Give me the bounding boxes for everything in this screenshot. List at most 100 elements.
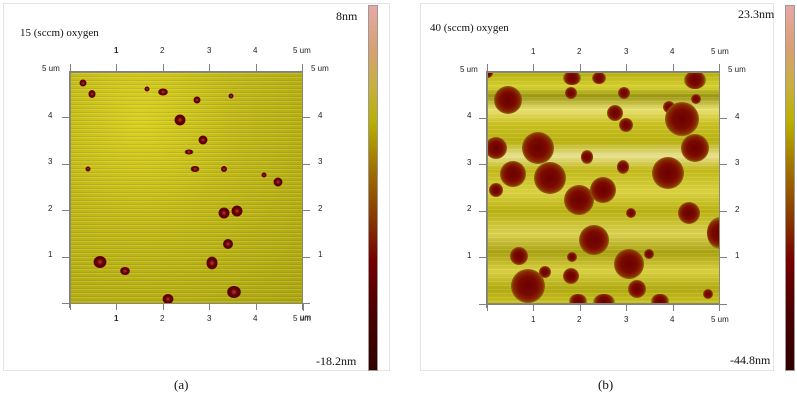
panel-a-bottom-tick-1: 1 [114,314,119,323]
panel-a-colorbar [368,5,378,371]
panel-b-bottom-tick-3: 3 [624,315,629,324]
surface-pit [707,217,719,249]
surface-pit [500,161,526,187]
panel-b-title: 40 (sccm) oxygen [430,22,509,34]
panel-b-left-tickmark [479,257,486,258]
panel-b-bottom-tickmark [533,304,534,311]
surface-pit [567,252,577,262]
surface-pit [703,289,713,299]
surface-pit [579,225,609,255]
panel-b-bottom-axis [479,304,727,305]
surface-pit [564,185,594,215]
panel-b-bottom-tick-2: 2 [577,315,582,324]
surface-pit [652,157,684,189]
panel-a-left-tick-1: 1 [48,250,53,259]
panel-a-right-tickmark [303,257,310,258]
panel-b-bottom-tickmark [626,304,627,311]
panel-a-top-axis [70,71,303,72]
panel-a-left-tickmark [62,210,69,211]
panel-a-right-vtick [303,303,304,311]
panel-a-right-tick-3: 3 [318,157,323,166]
panel-a-left-tickmark [62,257,69,258]
surface-pit [193,96,201,104]
panel-a-bottom-tickmark [302,303,303,310]
panel-b-top-tick-3: 3 [624,47,629,56]
surface-pit [539,266,551,278]
panel-b-left-tick-4: 4 [467,111,472,120]
surface-pit [619,118,633,132]
surface-pit [684,73,706,89]
surface-pit [218,207,230,219]
surface-pit [227,286,241,298]
panel-b-afm-image [487,72,720,304]
panel-b-top-tickmark [533,64,534,71]
surface-pit [120,267,130,275]
panel-b-top-tickmark [626,64,627,71]
panel-b-right-tick-1: 1 [735,251,740,260]
surface-pit [644,249,654,259]
panel-b-right-tick-5: 5 um [728,65,746,74]
panel-a-top-tickmark [209,64,210,71]
panel-b-caption: (b) [598,377,614,392]
panel-b-top-tick-5: 5 um [711,47,729,56]
panel-b-left-tickmark [479,211,486,212]
panel-b-right-tick-4: 4 [735,112,740,121]
panel-b-scale-min: -44.8nm [730,353,771,367]
surface-pit [88,90,96,98]
panel-a-left-tickmark [62,117,69,118]
panel-b-right-tickmark [720,211,727,212]
surface-pit [85,166,91,172]
surface-pit [79,79,87,87]
panel-a-top-tickmark [256,64,257,71]
surface-pit [488,73,493,78]
panel-b-left-tickmark [479,118,486,119]
panel-a-top-tick-1: 1 [114,46,119,55]
surface-pit [628,280,646,298]
surface-pit [223,239,233,249]
panel-b-left-axis [486,71,487,308]
panel-a-left-axis [69,71,70,308]
surface-pit [273,177,283,187]
panel-a-left-tick-3: 3 [48,157,53,166]
surface-pit [184,149,194,155]
panel-b-bottom-tickmark [580,304,581,311]
surface-pit [510,247,528,265]
surface-pit [158,88,168,96]
panel-b-right-tickmark [720,118,727,119]
panel-a-top-tick-4: 4 [253,46,258,55]
panel-a-right-tick-5: 5 um [311,64,329,73]
panel-b-top-axis [487,71,720,72]
surface-pit [144,86,150,92]
panel-a-title: 15 (sccm) oxygen [20,27,99,39]
panel-b-bottom-tick-5: 5 um [711,315,729,324]
panel-b-left-tick-1: 1 [467,251,472,260]
surface-pit [681,134,709,162]
surface-pit [565,87,577,99]
panel-a-afm-image [70,72,303,304]
surface-pit [569,294,587,303]
panel-b-scale-max: 23.3nm [738,7,775,21]
panel-a-bottom-tickmark [116,303,117,310]
panel-a-top-tickmark [302,64,303,71]
surface-pit [626,208,636,218]
surface-pit [489,183,503,197]
surface-pit [534,162,566,194]
surface-pit [174,114,186,126]
surface-pit [231,205,243,217]
panel-b-right-tickmark [720,257,727,258]
panel-b-top-tick-1: 1 [531,47,536,56]
panel-b-bottom-tick-4: 4 [670,315,675,324]
panel-a-right-tickmark [303,164,310,165]
panel-a-right-tickmark [303,117,310,118]
panel-b-bottom-tickmark [719,304,720,311]
panel-b-left-tickmark [479,164,486,165]
panel-b-left-tick-2: 2 [467,204,472,213]
surface-pit [607,105,623,121]
panel-a-bottom-tickmark [209,303,210,310]
surface-pit [198,135,208,145]
surface-pit [522,132,554,164]
surface-pit [592,73,606,84]
surface-pit [691,94,701,104]
surface-pit [190,166,200,172]
panel-a-bottom-tick-4: 4 [253,314,258,323]
